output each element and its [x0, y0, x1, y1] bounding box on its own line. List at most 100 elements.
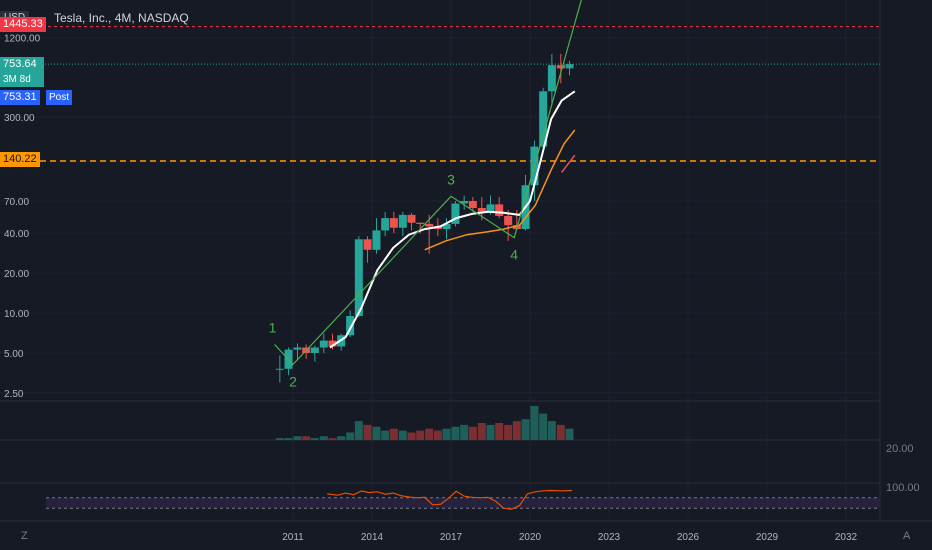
volume-bar	[504, 424, 513, 440]
x-tick-label: 2023	[598, 532, 621, 543]
volume-bar	[451, 426, 460, 440]
candle-body	[547, 65, 556, 92]
wave-label: 4	[510, 247, 518, 263]
post-label-tag: Post	[46, 90, 73, 105]
x-tick-label: 2026	[677, 532, 700, 543]
elliott-wave-line	[274, 0, 582, 366]
volume-bar	[477, 423, 486, 440]
candle-body	[442, 223, 451, 230]
candle-body	[460, 201, 469, 204]
volume-bar	[495, 423, 504, 440]
volume-bar	[407, 432, 416, 440]
volume-bar	[468, 426, 477, 440]
auto-scale-button[interactable]: A	[903, 530, 911, 542]
log-scale-toggle-button[interactable]: Z	[21, 530, 28, 542]
slow-moving-average-line	[424, 129, 576, 251]
y-tick-label: 5.00	[4, 349, 24, 360]
y-tick-label: 70.00	[4, 197, 29, 208]
candle-body	[293, 347, 302, 350]
volume-pane-axis-label: 20.00	[886, 443, 914, 455]
red-level-tag: 1445.33	[0, 17, 46, 32]
volume-bar	[337, 436, 346, 440]
volume-bar	[530, 406, 539, 440]
volume-bar	[310, 438, 319, 440]
x-tick-label: 2017	[440, 532, 463, 543]
symbol-title: Tesla, Inc., 4M, NASDAQ	[54, 11, 189, 25]
candle-body	[398, 214, 407, 228]
volume-bar	[284, 438, 293, 440]
volume-bar	[556, 424, 565, 440]
candle-body	[354, 239, 363, 317]
volume-bar	[547, 421, 556, 440]
volume-bar	[381, 430, 390, 440]
candle-body	[451, 203, 460, 224]
volume-bar	[275, 438, 284, 440]
rsi-line	[327, 489, 573, 510]
candle-body	[495, 204, 504, 216]
x-tick-label: 2032	[835, 532, 858, 543]
candle-body	[407, 214, 416, 223]
wave-label: 2	[289, 373, 297, 389]
x-tick-label: 2029	[756, 532, 779, 543]
rsi-pane-axis-label: 100.00	[886, 482, 920, 494]
candle-body	[425, 223, 434, 227]
candle-body	[381, 218, 390, 231]
candle-body	[346, 316, 355, 336]
candle-body	[486, 204, 495, 212]
last-price-tag: 753.64	[0, 57, 44, 72]
volume-bar	[486, 424, 495, 440]
volume-bar	[372, 426, 381, 440]
candle-body	[468, 201, 477, 208]
orange-level-tag: 140.22	[0, 152, 40, 167]
volume-bar	[565, 428, 574, 440]
volume-bar	[512, 421, 521, 440]
candle-body	[328, 340, 337, 347]
candle-body	[565, 64, 574, 69]
candle-body	[389, 218, 398, 228]
candle-body	[319, 340, 328, 348]
candle-body	[310, 347, 319, 353]
x-tick-label: 2014	[361, 532, 384, 543]
volume-bar	[521, 419, 530, 440]
volume-bar	[416, 430, 425, 440]
candle-body	[556, 65, 565, 69]
bar-countdown-tag: 3M 8d	[0, 72, 44, 87]
rsi-band-fill	[46, 497, 880, 509]
volume-bar	[328, 438, 337, 440]
y-tick-label: 10.00	[4, 309, 29, 320]
volume-bar	[319, 436, 328, 440]
y-tick-label: 40.00	[4, 229, 29, 240]
volume-bar	[398, 430, 407, 440]
x-tick-label: 2011	[282, 532, 304, 543]
y-tick-label: 1200.00	[4, 33, 41, 44]
volume-bar	[293, 436, 302, 440]
volume-bar	[389, 428, 398, 440]
candle-body	[416, 222, 425, 224]
y-tick-label: 20.00	[4, 269, 29, 280]
candle-body	[477, 207, 486, 212]
volume-bar	[433, 430, 442, 440]
candle-body	[504, 215, 513, 226]
volume-bar	[354, 421, 363, 440]
volume-bar	[442, 428, 451, 440]
post-price-tag: 753.31	[0, 90, 40, 105]
candle-body	[372, 230, 381, 250]
volume-bar	[363, 424, 372, 440]
candle-body	[275, 368, 284, 370]
volume-bar	[425, 428, 434, 440]
candle-body	[539, 91, 548, 147]
red-moving-average-line	[561, 154, 576, 173]
wave-label: 3	[447, 171, 455, 187]
volume-bar	[539, 413, 548, 440]
wave-label: 1	[269, 319, 277, 335]
fast-moving-average-line	[329, 90, 576, 349]
volume-bar	[302, 436, 311, 440]
volume-bar	[460, 424, 469, 440]
volume-bar	[346, 432, 355, 440]
y-tick-label: 300.00	[4, 113, 35, 124]
candle-body	[363, 239, 372, 250]
y-tick-label: 2.50	[4, 389, 24, 400]
x-tick-label: 2020	[519, 532, 542, 543]
